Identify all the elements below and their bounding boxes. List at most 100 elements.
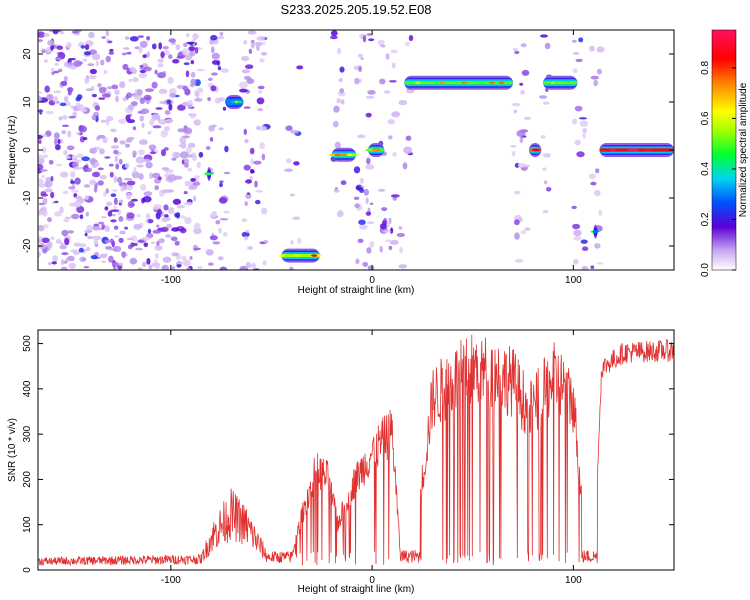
spectrogram-noise-blob bbox=[133, 223, 142, 230]
spectrogram-noise-blob bbox=[261, 207, 268, 215]
spectrogram-noise-blob bbox=[70, 213, 80, 220]
spectrogram-noise-blob bbox=[109, 238, 114, 244]
spectrogram-noise-blob bbox=[574, 139, 581, 146]
spectrogram-noise-blob bbox=[217, 97, 226, 102]
spectrogram-noise-blob bbox=[241, 231, 250, 238]
spectrogram-noise-blob bbox=[379, 78, 386, 85]
spectrogram-noise-blob bbox=[73, 242, 82, 247]
spectrogram-noise-blob bbox=[296, 65, 304, 70]
spectrogram-noise-blob bbox=[49, 30, 54, 33]
spectrogram-noise-blob bbox=[369, 202, 374, 205]
spectrogram-noise-blob bbox=[289, 193, 296, 197]
spectrogram-noise-blob bbox=[104, 239, 110, 244]
spectrogram-noise-blob bbox=[84, 76, 90, 85]
spectrogram-noise-blob bbox=[71, 154, 78, 162]
spectrogram-noise-blob bbox=[358, 219, 366, 226]
spectrogram-noise-blob bbox=[245, 179, 253, 184]
spectrogram-noise-blob bbox=[113, 266, 117, 270]
snr-xtick-label: 100 bbox=[565, 575, 582, 586]
spectrogram-noise-blob bbox=[50, 236, 55, 241]
spectrogram-noise-blob bbox=[98, 148, 105, 155]
spectrogram-noise-blob bbox=[82, 58, 88, 62]
spectrogram-noise-blob bbox=[67, 62, 74, 66]
spectrogram-noise-blob bbox=[103, 253, 108, 257]
spectrogram-hotspot bbox=[498, 81, 505, 85]
spectrogram-noise-blob bbox=[244, 201, 248, 207]
spectrogram-noise-blob bbox=[63, 76, 68, 82]
spectrogram-noise-blob bbox=[337, 47, 342, 55]
spectrogram-noise-blob bbox=[46, 241, 53, 248]
spectrogram-noise-blob bbox=[251, 262, 256, 269]
spectrogram-noise-blob bbox=[91, 171, 100, 178]
spectrogram-noise-blob bbox=[218, 227, 222, 234]
spectrogram-noise-blob bbox=[153, 203, 162, 211]
colorbar-tick-label: 0.8 bbox=[700, 61, 711, 75]
spectrogram-noise-blob bbox=[404, 42, 410, 47]
spectrogram-noise-blob bbox=[38, 94, 41, 101]
spectrogram-noise-blob bbox=[146, 258, 151, 265]
spectrogram-noise-blob bbox=[284, 168, 293, 172]
spectrogram-noise-blob bbox=[179, 136, 187, 144]
spectrogram-noise-blob bbox=[363, 188, 369, 196]
spectrogram-noise-blob bbox=[54, 200, 59, 204]
spectrogram-noise-blob bbox=[181, 48, 189, 56]
spectrogram-noise-blob bbox=[240, 56, 250, 61]
spectrogram-noise-blob bbox=[61, 229, 69, 237]
spectrogram-noise-blob bbox=[357, 134, 366, 139]
spectrogram-noise-blob bbox=[189, 256, 193, 260]
spectrogram-noise-blob bbox=[379, 223, 387, 230]
spectrogram-hotspot bbox=[488, 81, 495, 85]
spectrogram-noise-blob bbox=[514, 190, 521, 195]
spectrogram-noise-blob bbox=[523, 116, 531, 120]
spectrogram-hotspot bbox=[334, 153, 341, 156]
spectrogram-noise-blob bbox=[524, 227, 531, 231]
spectrogram-noise-blob bbox=[54, 138, 58, 146]
spectrogram-noise-blob bbox=[390, 194, 400, 198]
spectrogram-noise-blob bbox=[64, 216, 72, 219]
spectrogram-ytick-label: -20 bbox=[22, 238, 33, 253]
spectrogram-noise-blob bbox=[84, 195, 89, 201]
spectrogram-noise-blob bbox=[259, 125, 267, 132]
spectrogram-noise-blob bbox=[197, 161, 201, 169]
spectrogram-noise-blob bbox=[207, 97, 211, 102]
spectrogram-noise-blob bbox=[154, 69, 158, 75]
spectrogram-noise-blob bbox=[139, 40, 148, 48]
spectrogram-noise-blob bbox=[381, 207, 388, 212]
spectrogram-noise-blob bbox=[190, 60, 194, 65]
spectrogram-noise-blob bbox=[115, 163, 120, 170]
spectrogram-noise-blob bbox=[171, 151, 181, 158]
spectrogram-noise-blob bbox=[161, 264, 169, 270]
spectrogram-noise-blob bbox=[109, 48, 114, 52]
spectrogram-noise-blob bbox=[76, 102, 81, 106]
snr-ylabel: SNR (10 * v/v) bbox=[7, 418, 18, 482]
spectrogram-noise-blob bbox=[336, 97, 342, 104]
spectrogram-noise-blob bbox=[43, 224, 49, 229]
spectrogram-noise-blob bbox=[340, 99, 345, 105]
spectrogram-noise-blob bbox=[168, 103, 173, 111]
spectrogram-noise-blob bbox=[59, 171, 69, 178]
spectrogram-noise-blob bbox=[223, 171, 231, 175]
spectrogram-noise-blob bbox=[151, 172, 161, 179]
spectrogram-noise-blob bbox=[260, 52, 268, 56]
spectrogram-hotspot bbox=[533, 148, 540, 152]
spectrogram-noise-blob bbox=[61, 130, 66, 135]
spectrogram-noise-blob bbox=[223, 210, 230, 214]
spectrogram-noise-blob bbox=[333, 105, 340, 113]
spectrogram-noise-blob bbox=[154, 253, 159, 259]
spectrogram-noise-blob bbox=[137, 240, 145, 243]
spectrogram-noise-blob bbox=[339, 66, 345, 73]
spectrogram-noise-blob bbox=[593, 79, 599, 87]
spectrogram-noise-blob bbox=[194, 175, 200, 180]
spectrogram-noise-blob bbox=[224, 145, 229, 153]
spectrogram-noise-blob bbox=[78, 125, 87, 133]
spectrogram-noise-blob bbox=[244, 139, 249, 144]
spectrogram-noise-blob bbox=[572, 223, 581, 230]
spectrogram-noise-blob bbox=[195, 91, 200, 98]
spectrogram-noise-blob bbox=[249, 147, 255, 155]
spectrogram-noise-blob bbox=[138, 72, 148, 79]
spectrogram-noise-blob bbox=[377, 188, 386, 192]
spectrogram-noise-blob bbox=[190, 78, 197, 86]
spectrogram-noise-blob bbox=[580, 239, 588, 244]
spectrogram-noise-blob bbox=[102, 136, 108, 144]
